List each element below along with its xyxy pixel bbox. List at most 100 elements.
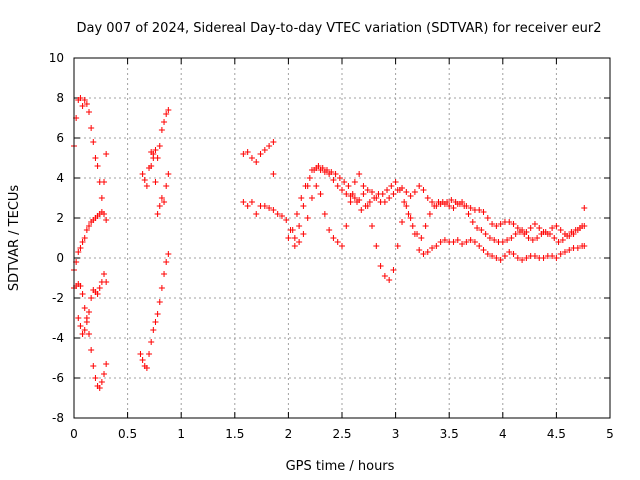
data-point (403, 189, 410, 195)
data-point (94, 163, 101, 169)
data-point (253, 211, 260, 217)
x-tick-label: 3 (392, 427, 400, 441)
data-point (506, 249, 513, 255)
series-s4 (75, 315, 110, 391)
data-point (450, 205, 457, 211)
data-point (510, 221, 517, 227)
data-point (480, 247, 487, 253)
data-point (86, 109, 93, 115)
data-point (83, 319, 90, 325)
data-point (77, 95, 84, 101)
data-point (551, 235, 558, 241)
data-point (161, 119, 168, 125)
data-point (90, 139, 97, 145)
data-point (441, 237, 448, 243)
x-tick-label: 0 (70, 427, 78, 441)
data-point (291, 235, 298, 241)
data-point (476, 243, 483, 249)
data-point (426, 211, 433, 217)
data-point (572, 227, 579, 233)
data-point (101, 179, 108, 185)
data-point (334, 239, 341, 245)
data-point (77, 283, 84, 289)
data-point (154, 311, 161, 317)
data-point (274, 211, 281, 217)
data-point (139, 171, 146, 177)
data-point (356, 171, 363, 177)
data-point (549, 253, 556, 259)
y-tick-label: 4 (56, 171, 64, 185)
data-points (71, 95, 588, 391)
x-tick-label: 4 (499, 427, 507, 441)
data-point (319, 165, 326, 171)
data-point (566, 247, 573, 253)
data-point (491, 237, 498, 243)
data-point (81, 327, 88, 333)
data-point (345, 183, 352, 189)
data-point (390, 267, 397, 273)
data-point (248, 199, 255, 205)
data-point (296, 239, 303, 245)
data-point (369, 189, 376, 195)
series-s10 (291, 171, 588, 283)
data-point (103, 279, 110, 285)
data-point (98, 195, 105, 201)
data-point (94, 291, 101, 297)
data-point (416, 247, 423, 253)
data-point (459, 241, 466, 247)
series-s5 (137, 251, 172, 371)
y-axis-label: SDTVAR / TECUs (7, 185, 22, 292)
data-point (429, 245, 436, 251)
data-point (154, 155, 161, 161)
data-point (538, 231, 545, 237)
data-point (493, 223, 500, 229)
data-point (529, 237, 536, 243)
data-point (581, 205, 588, 211)
chart-title: Day 007 of 2024, Sidereal Day-to-day VTE… (77, 21, 602, 36)
data-point (559, 237, 566, 243)
data-point (270, 171, 277, 177)
data-point (424, 249, 431, 255)
data-point (516, 229, 523, 235)
data-point (429, 199, 436, 205)
data-point (531, 253, 538, 259)
data-point (79, 291, 86, 297)
data-point (266, 205, 273, 211)
data-point (270, 139, 277, 145)
data-point (497, 257, 504, 263)
data-point (407, 193, 414, 199)
data-point (244, 149, 251, 155)
data-point (141, 177, 148, 183)
data-point (330, 177, 337, 183)
data-point (302, 183, 309, 189)
x-tick-label: 0.5 (118, 427, 137, 441)
data-point (366, 199, 373, 205)
data-point (81, 235, 88, 241)
axis-ticks: 0 0.5 1 1.5 2 2.5 3 3.5 4 4.5 5 -8 -6 -4 -2 0 2 4 6 8 10 (49, 51, 614, 441)
data-point (156, 143, 163, 149)
data-point (308, 195, 315, 201)
data-point (446, 203, 453, 209)
data-point (407, 215, 414, 221)
data-point (422, 223, 429, 229)
y-tick-label: 0 (56, 251, 64, 265)
data-point (339, 243, 345, 249)
data-point (542, 229, 549, 235)
data-point (88, 347, 95, 353)
data-point (328, 169, 335, 175)
data-point (360, 183, 367, 189)
data-point (330, 235, 337, 241)
data-point (411, 189, 418, 195)
data-point (433, 243, 440, 249)
data-point (386, 277, 393, 283)
x-tick-label: 1 (177, 427, 185, 441)
data-point (362, 203, 369, 209)
data-point (92, 375, 99, 381)
series-s3 (71, 271, 110, 321)
data-point (79, 239, 86, 245)
data-point (96, 385, 103, 391)
data-point (161, 271, 168, 277)
data-point (283, 217, 290, 223)
data-point (358, 207, 365, 213)
data-point (390, 191, 397, 197)
